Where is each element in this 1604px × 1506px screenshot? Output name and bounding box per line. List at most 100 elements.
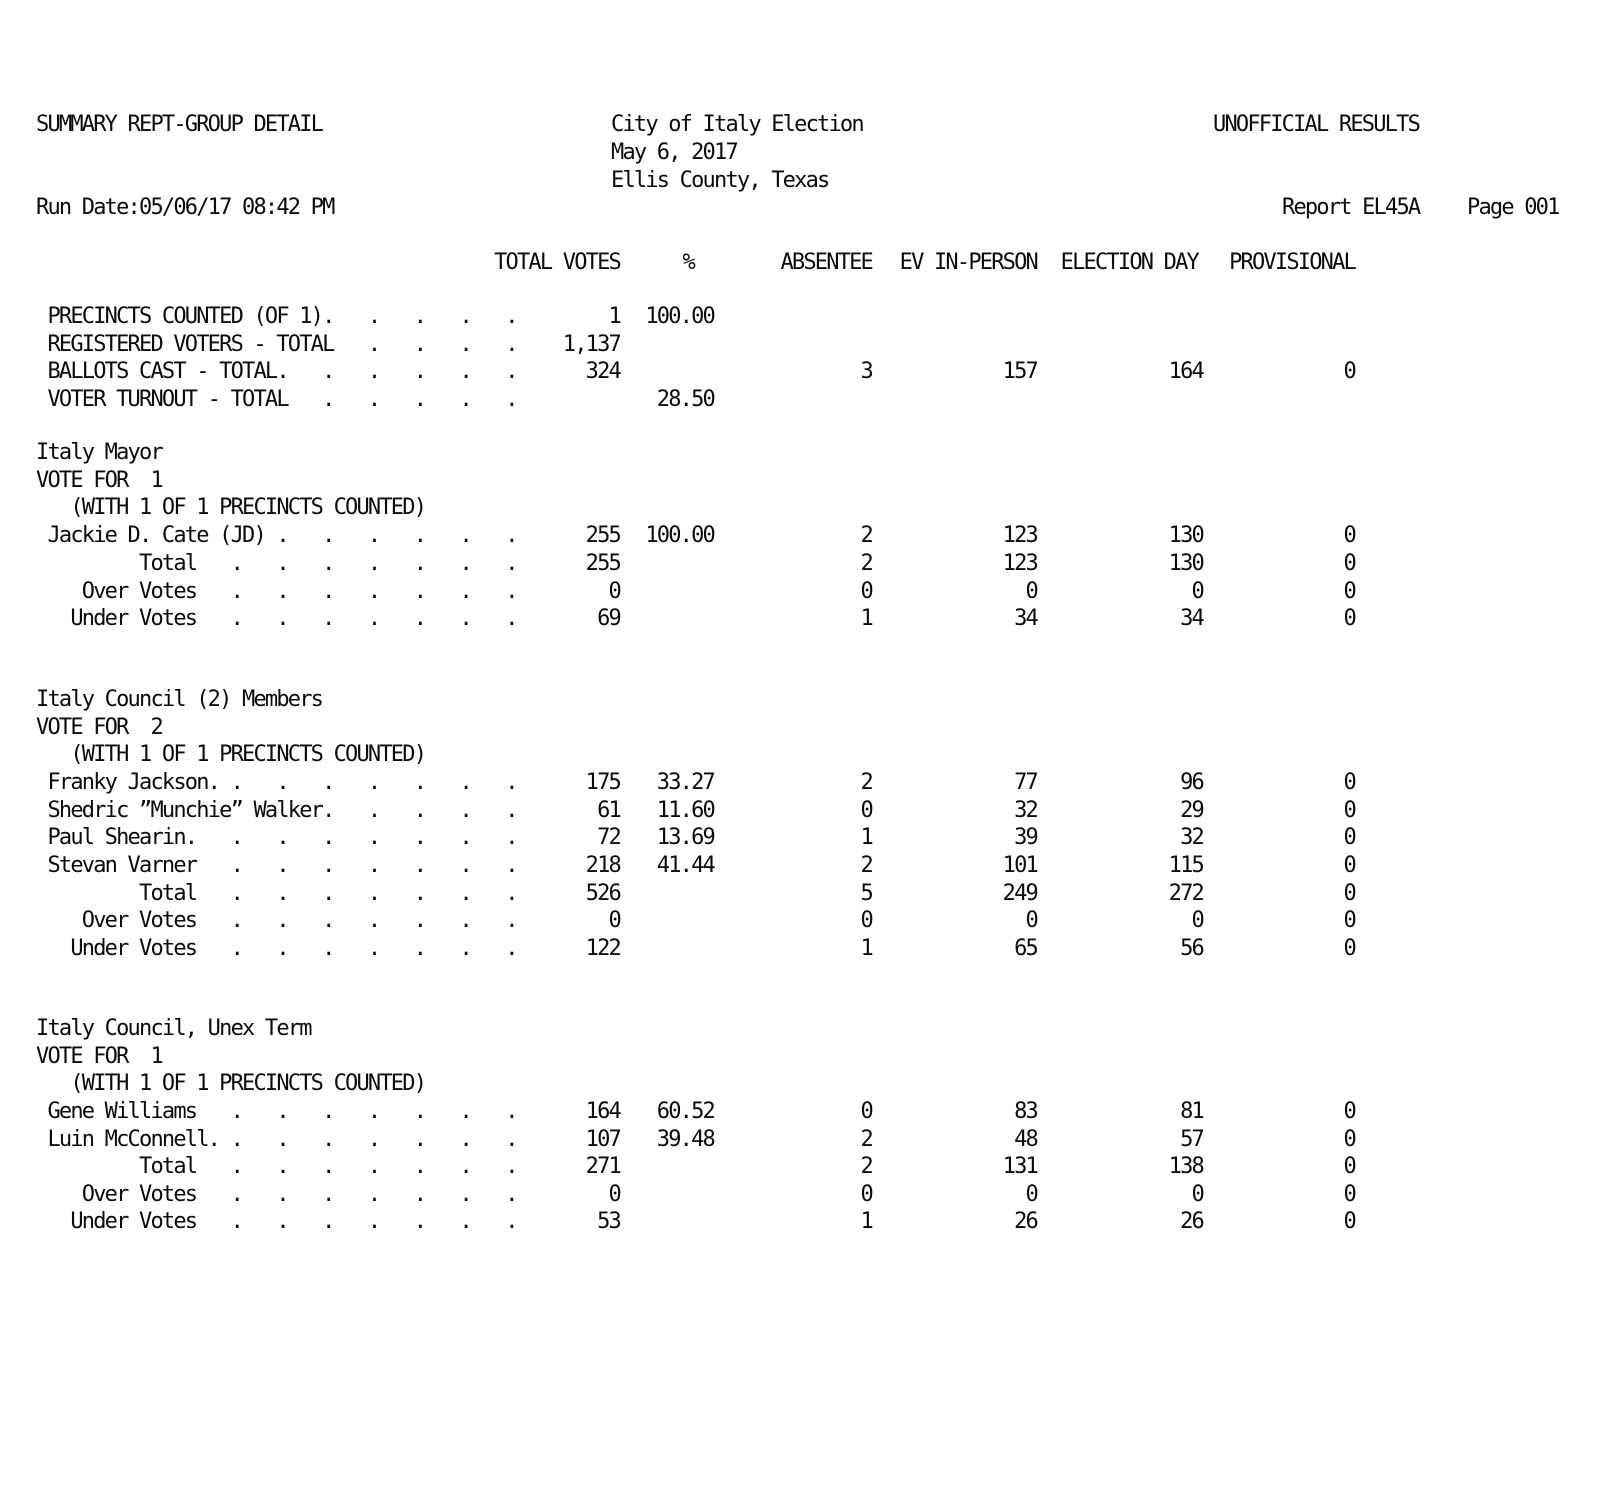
row-total: Total . . . . . . . 526 5 249 272 0 [0,880,1604,908]
vote-for-text: VOTE FOR 1 [36,468,164,493]
cell-election-day [1037,331,1203,359]
cell-election-day: 57 [1180,1127,1205,1152]
cell-provisional: 0 [1343,551,1357,576]
column-headers: TOTAL VOTES % ABSENTEE EV IN-PERSON ELEC… [0,249,1604,277]
cell-total-votes: 0 [608,579,622,604]
cell-ev-in-person: 157 [1002,359,1039,384]
cell-ev-in-person: 34 [1014,606,1039,631]
cell-ev-in-person: 39 [1014,825,1039,850]
cell-percent: 60.52 [656,1099,716,1124]
cell-absentee: 0 [860,798,874,823]
cell-percent: 100.00 [645,304,715,329]
row-candidate: Luin McConnell. . . . . . . . 107 39.48 2 48… [0,1126,1604,1154]
cell-label: Over Votes . . . . . . . [36,908,519,933]
col-absentee: ABSENTEE [780,250,873,275]
cell-total-votes: 175 [585,770,622,795]
cell-absentee: 1 [860,825,874,850]
col-election-day: ELECTION DAY [1060,250,1200,275]
cell-election-day: 81 [1180,1099,1205,1124]
cell-total-votes: 69 [597,606,622,631]
results-status: UNOFFICIAL RESULTS [1213,112,1421,137]
election-date: May 6, 2017 [611,140,739,165]
cell-percent [620,578,714,606]
cell-label: Gene Williams . . . . . . . [36,1099,518,1124]
cell-provisional: 0 [1343,1099,1357,1124]
cell-ev-in-person: 131 [1002,1154,1039,1179]
column-header-spacer [0,249,480,277]
cell-total-votes: 0 [608,1182,622,1207]
cell-provisional [1203,303,1355,331]
cell-percent: 39.48 [656,1127,716,1152]
row-candidate: Gene Williams . . . . . . . 164 60.52 0 83 81… [0,1098,1604,1126]
cell-label: Stevan Varner . . . . . . . [36,853,518,878]
cell-election-day: 26 [1180,1209,1205,1234]
row-registered-voters: REGISTERED VOTERS - TOTAL . . . . 1,137 [0,331,1604,359]
cell-election-day: 0 [1191,579,1205,604]
cell-provisional [1203,386,1355,414]
cell-absentee [714,303,872,331]
contest-vote-for: VOTE FOR 1 [0,467,1604,495]
report-id: Report EL45A [1282,195,1421,220]
cell-label: Over Votes . . . . . . . [36,579,519,604]
row-over-votes: Over Votes . . . . . . . 0 0 0 0 0 [0,1181,1604,1209]
cell-ev-in-person: 123 [1002,551,1039,576]
cell-total-votes: 0 [608,908,622,933]
cell-label: Luin McConnell. . . . . . . . [36,1127,518,1152]
cell-absentee: 1 [860,606,874,631]
row-under-votes: Under Votes . . . . . . . 122 1 65 56 0 [0,935,1604,963]
cell-provisional: 0 [1343,1209,1357,1234]
cell-provisional: 0 [1343,359,1357,384]
cell-label: Franky Jackson. . . . . . . . [36,770,518,795]
cell-total-votes: 53 [597,1209,622,1234]
row-precincts-counted: PRECINCTS COUNTED (OF 1). . . . . 1 100.00 [0,303,1604,331]
cell-total-votes: 218 [585,853,622,878]
cell-total-votes: 526 [585,881,622,906]
cell-absentee: 2 [860,1127,874,1152]
cell-label: Under Votes . . . . . . . [36,606,518,631]
precincts-note-text: (WITH 1 OF 1 PRECINCTS COUNTED) [36,742,427,767]
cell-ev-in-person [872,303,1037,331]
cell-absentee: 2 [860,551,874,576]
cell-label: Under Votes . . . . . . . [36,936,518,961]
cell-provisional: 0 [1343,881,1357,906]
cell-percent [620,331,714,359]
row-candidate: Shedric ”Munchie” Walker. . . . . 61 11.60… [0,797,1604,825]
row-candidate: Paul Shearin. . . . . . . . 72 13.69 1 39 32 0 [0,824,1604,852]
cell-ev-in-person: 77 [1014,770,1039,795]
cell-absentee: 0 [860,1099,874,1124]
cell-absentee: 2 [860,523,874,548]
cell-percent [620,935,714,963]
cell-percent: 11.60 [656,798,716,823]
cell-provisional: 0 [1343,798,1357,823]
cell-provisional: 0 [1343,908,1357,933]
cell-percent [620,550,714,578]
cell-election-day: 272 [1168,881,1205,906]
contest-precincts-note: (WITH 1 OF 1 PRECINCTS COUNTED) [0,1070,1604,1098]
cell-ev-in-person: 48 [1014,1127,1039,1152]
cell-election-day: 138 [1168,1154,1205,1179]
cell-ev-in-person: 123 [1002,523,1039,548]
cell-election-day: 56 [1180,936,1205,961]
page-number: Page 001 [1467,195,1560,220]
cell-label: Paul Shearin. . . . . . . . [36,825,518,850]
col-total-votes: TOTAL VOTES [494,250,622,275]
cell-election-day: 32 [1180,825,1205,850]
cell-percent: 100.00 [645,523,715,548]
cell-provisional: 0 [1343,606,1357,631]
cell-provisional: 0 [1343,853,1357,878]
row-voter-turnout: VOTER TURNOUT - TOTAL . . . . . 28.50 [0,386,1604,414]
contest-precincts-note: (WITH 1 OF 1 PRECINCTS COUNTED) [0,741,1604,769]
cell-label: Total . . . . . . . [36,881,519,906]
row-total: Total . . . . . . . 271 2 131 138 0 [0,1153,1604,1181]
cell-absentee [714,331,872,359]
cell-absentee: 2 [860,770,874,795]
cell-percent: 13.69 [656,825,716,850]
cell-percent [620,605,714,633]
cell-total-votes: 164 [585,1099,622,1124]
cell-absentee: 2 [860,1154,874,1179]
cell-total-votes: 72 [597,825,622,850]
cell-percent: 33.27 [656,770,716,795]
col-ev-in-person: EV IN-PERSON [899,250,1039,275]
row-candidate: Jackie D. Cate (JD) . . . . . . 255 100.00… [0,522,1604,550]
cell-percent [620,880,714,908]
